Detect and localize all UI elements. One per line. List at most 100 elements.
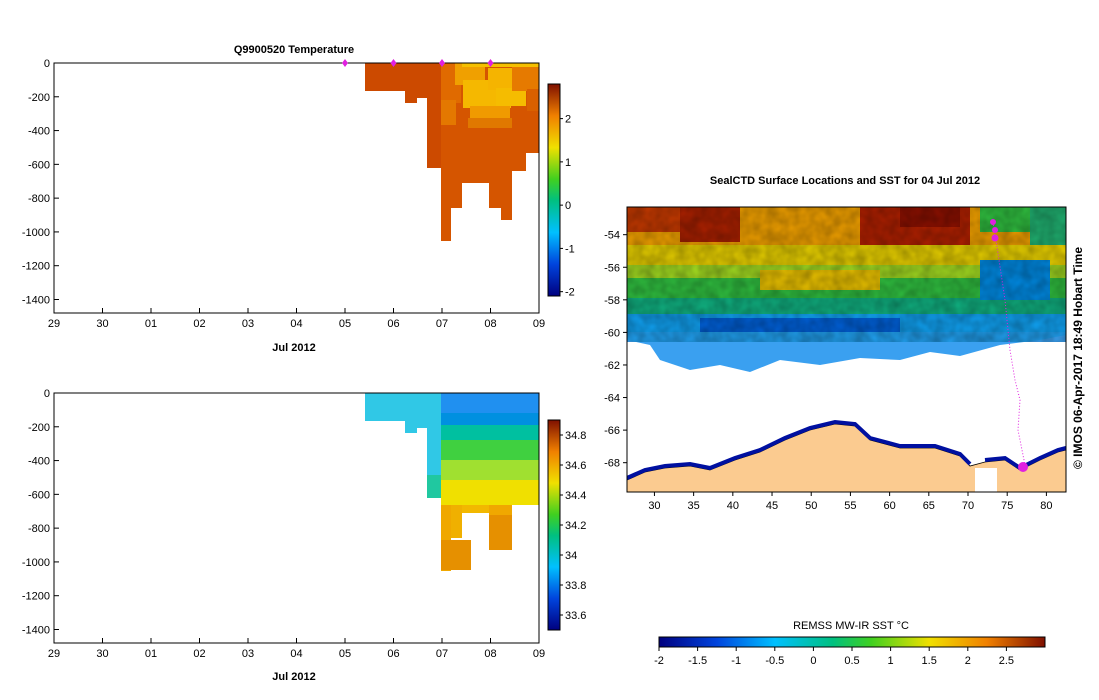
salinity-x-axis: 29 30 01 02 03 04 05 06 07 08 09	[48, 638, 545, 660]
x-tick-label: 07	[436, 318, 448, 330]
x-tick-label: 03	[242, 318, 254, 330]
lat-tick-label: -66	[604, 425, 620, 437]
salinity-x-label: Jul 2012	[272, 671, 315, 683]
colorbar-tick-label: -2	[565, 287, 575, 299]
sst-colorbar-tick-label: -2	[654, 655, 664, 667]
lon-tick-label: 45	[766, 500, 778, 512]
colorbar-tick-label: 33.8	[565, 580, 586, 592]
x-tick-label: 07	[436, 648, 448, 660]
y-tick-label: -800	[28, 193, 50, 205]
lat-tick-label: -54	[604, 230, 620, 242]
lat-tick-label: -68	[604, 458, 620, 470]
x-tick-label: 01	[145, 648, 157, 660]
y-tick-label: -1000	[22, 557, 50, 569]
sst-colorbar-tick-label: 2	[965, 655, 971, 667]
sst-map-title: SealCTD Surface Locations and SST for 04…	[710, 175, 980, 187]
profile-marker	[342, 59, 348, 67]
x-tick-label: 30	[96, 648, 108, 660]
lat-tick-label: -58	[604, 295, 620, 307]
y-tick-label: 0	[44, 388, 50, 400]
sst-colorbar-tick-label: 1.5	[922, 655, 937, 667]
colorbar-tick-label: 34.4	[565, 490, 586, 502]
colorbar-tick-label: 0	[565, 200, 571, 212]
y-tick-label: -200	[28, 422, 50, 434]
salinity-panel: 0 -200 -400 -600 -800 -1000 -1200 -1400 29 30 01 0…	[22, 388, 587, 683]
salinity-profiles	[365, 393, 539, 571]
x-tick-label: 05	[339, 648, 351, 660]
colorbar-tick-label: 2	[565, 114, 571, 126]
y-tick-label: -1400	[22, 624, 50, 636]
colorbar-tick-label: 34.6	[565, 460, 586, 472]
colorbar-tick-label: 1	[565, 157, 571, 169]
lat-tick-label: -62	[604, 360, 620, 372]
lon-tick-label: 65	[923, 500, 935, 512]
lon-tick-label: 60	[883, 500, 895, 512]
x-tick-label: 04	[290, 648, 302, 660]
temperature-x-label: Jul 2012	[272, 342, 315, 354]
y-tick-label: -600	[28, 489, 50, 501]
lon-tick-label: 70	[962, 500, 974, 512]
temperature-y-axis: 0 -200 -400 -600 -800 -1000 -1200 -1400	[22, 58, 59, 306]
colorbar-tick-label: 33.6	[565, 610, 586, 622]
temperature-colorbar	[547, 83, 561, 297]
colorbar-tick-label: -1	[565, 243, 575, 255]
x-tick-label: 08	[484, 648, 496, 660]
temperature-colorbar-ticks: 2 1 0 -1 -2	[560, 114, 575, 299]
lon-tick-label: 80	[1040, 500, 1052, 512]
sst-field	[627, 207, 1066, 492]
seal-track	[992, 221, 1026, 466]
y-tick-label: -200	[28, 92, 50, 104]
colorbar-tick-label: 34	[565, 550, 577, 562]
lon-tick-label: 50	[805, 500, 817, 512]
colorbar-tick-label: 34.8	[565, 430, 586, 442]
sst-colorbar-tick-label: 0.5	[844, 655, 859, 667]
lon-tick-label: 35	[688, 500, 700, 512]
lon-tick-label: 55	[844, 500, 856, 512]
sst-colorbar-tick-label: 1	[888, 655, 894, 667]
y-tick-label: -400	[28, 456, 50, 468]
x-tick-label: 02	[193, 318, 205, 330]
x-tick-label: 09	[533, 648, 545, 660]
lon-tick-label: 40	[727, 500, 739, 512]
colorbar-tick-label: 34.2	[565, 520, 586, 532]
x-tick-label: 06	[387, 648, 399, 660]
profile-marker	[390, 59, 397, 67]
y-tick-label: -1400	[22, 294, 50, 306]
copyright-note: © IMOS 06-Apr-2017 18:49 Hobart Time	[1071, 247, 1085, 469]
x-tick-label: 30	[96, 318, 108, 330]
x-tick-label: 01	[145, 318, 157, 330]
salinity-colorbar-ticks: 34.8 34.6 34.4 34.2 34 33.8 33.6	[560, 430, 586, 622]
x-tick-label: 04	[290, 318, 302, 330]
salinity-y-axis: 0 -200 -400 -600 -800 -1000 -1200 -1400	[22, 388, 59, 636]
sst-colorbar-tick-label: -0.5	[765, 655, 784, 667]
sst-colorbar-tick-label: 2.5	[999, 655, 1014, 667]
temperature-panel: Q9900520 Temperature	[22, 44, 575, 354]
sst-map-panel: SealCTD Surface Locations and SST for 04…	[604, 175, 1085, 667]
temperature-profiles	[365, 63, 539, 241]
lat-tick-label: -56	[604, 262, 620, 274]
profile-marker	[487, 59, 494, 67]
sst-colorbar	[658, 636, 1046, 648]
y-tick-label: -800	[28, 523, 50, 535]
profile-marker	[439, 59, 445, 67]
y-tick-label: -400	[28, 126, 50, 138]
lon-tick-label: 75	[1001, 500, 1013, 512]
sst-map-lon-axis: 30 35 40 45 50 55 60 65 70 75 80	[648, 492, 1053, 512]
x-tick-label: 09	[533, 318, 545, 330]
lon-tick-label: 30	[648, 500, 660, 512]
y-tick-label: -600	[28, 159, 50, 171]
x-tick-label: 29	[48, 318, 60, 330]
temperature-title: Q9900520 Temperature	[234, 44, 354, 56]
x-tick-label: 08	[484, 318, 496, 330]
x-tick-label: 06	[387, 318, 399, 330]
y-tick-label: 0	[44, 58, 50, 70]
sst-colorbar-tick-label: 0	[810, 655, 816, 667]
sst-colorbar-label: REMSS MW-IR SST °C	[793, 620, 909, 632]
y-tick-label: -1200	[22, 261, 50, 273]
y-tick-label: -1000	[22, 227, 50, 239]
sst-map-axes	[626, 206, 1067, 493]
temperature-profile-markers	[342, 59, 494, 67]
sst-colorbar-ticks: -2 -1.5 -1 -0.5 0 0.5 1 1.5 2 2.5	[654, 647, 1014, 667]
temperature-x-axis: 29 30 01 02 03 04 05 06 07 08 09	[48, 308, 545, 330]
